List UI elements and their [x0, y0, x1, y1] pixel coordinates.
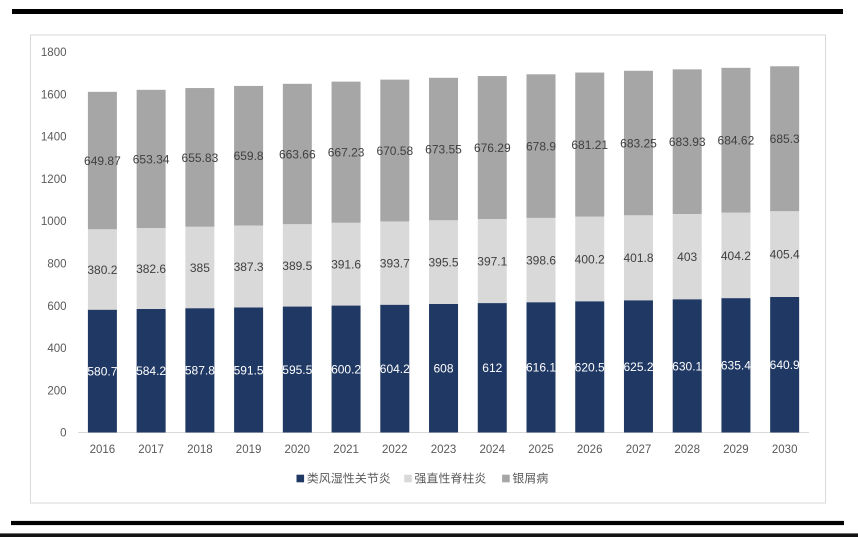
svg-text:1600: 1600 — [41, 89, 67, 101]
svg-text:635.4: 635.4 — [721, 359, 751, 373]
svg-text:401.8: 401.8 — [623, 251, 653, 265]
svg-text:595.5: 595.5 — [282, 363, 312, 377]
svg-text:580.7: 580.7 — [87, 365, 117, 379]
svg-text:2029: 2029 — [723, 444, 749, 456]
svg-text:630.1: 630.1 — [672, 359, 702, 373]
svg-text:684.62: 684.62 — [718, 134, 755, 148]
svg-text:640.9: 640.9 — [770, 358, 800, 372]
svg-text:683.93: 683.93 — [669, 135, 706, 149]
svg-text:2027: 2027 — [626, 444, 652, 456]
svg-text:663.66: 663.66 — [279, 147, 316, 161]
svg-text:683.25: 683.25 — [620, 136, 657, 150]
svg-text:1200: 1200 — [41, 174, 67, 186]
svg-text:673.55: 673.55 — [425, 142, 462, 156]
svg-text:387.3: 387.3 — [234, 260, 264, 274]
svg-text:616.1: 616.1 — [526, 361, 556, 375]
svg-text:676.29: 676.29 — [474, 141, 511, 155]
svg-text:397.1: 397.1 — [477, 255, 507, 269]
svg-text:2026: 2026 — [577, 444, 603, 456]
svg-text:667.23: 667.23 — [328, 146, 365, 160]
svg-text:649.87: 649.87 — [84, 154, 121, 168]
svg-text:2025: 2025 — [528, 444, 554, 456]
svg-text:404.2: 404.2 — [721, 249, 751, 263]
svg-text:625.2: 625.2 — [623, 360, 653, 374]
svg-text:2021: 2021 — [333, 444, 359, 456]
svg-text:1800: 1800 — [41, 47, 67, 59]
svg-text:608: 608 — [433, 362, 453, 376]
svg-text:2028: 2028 — [674, 444, 700, 456]
svg-text:655.83: 655.83 — [182, 151, 219, 165]
svg-text:653.34: 653.34 — [133, 152, 170, 166]
svg-text:382.6: 382.6 — [136, 262, 166, 276]
svg-text:584.2: 584.2 — [136, 364, 166, 378]
svg-text:600: 600 — [47, 301, 66, 313]
svg-text:2019: 2019 — [236, 444, 262, 456]
svg-text:398.6: 398.6 — [526, 253, 556, 267]
svg-text:2030: 2030 — [772, 444, 798, 456]
svg-text:405.4: 405.4 — [770, 248, 800, 262]
svg-text:389.5: 389.5 — [282, 259, 312, 273]
svg-text:400: 400 — [47, 343, 66, 355]
svg-text:620.5: 620.5 — [575, 360, 605, 374]
svg-text:587.8: 587.8 — [185, 364, 215, 378]
svg-text:659.8: 659.8 — [234, 149, 264, 163]
svg-text:200: 200 — [47, 385, 66, 397]
svg-text:393.7: 393.7 — [380, 257, 410, 271]
svg-text:0: 0 — [60, 428, 66, 440]
svg-text:685.3: 685.3 — [770, 132, 800, 146]
svg-text:600.2: 600.2 — [331, 362, 361, 376]
svg-text:2022: 2022 — [382, 444, 408, 456]
svg-text:2018: 2018 — [187, 444, 213, 456]
svg-text:678.9: 678.9 — [526, 140, 556, 154]
svg-text:385: 385 — [190, 261, 210, 275]
svg-text:681.21: 681.21 — [571, 138, 608, 152]
svg-text:800: 800 — [47, 259, 66, 271]
svg-text:2016: 2016 — [90, 444, 116, 456]
svg-text:2023: 2023 — [431, 444, 457, 456]
svg-text:604.2: 604.2 — [380, 362, 410, 376]
svg-text:2024: 2024 — [480, 444, 506, 456]
svg-text:2020: 2020 — [285, 444, 311, 456]
svg-text:395.5: 395.5 — [428, 256, 458, 270]
svg-text:591.5: 591.5 — [234, 363, 264, 377]
svg-text:403: 403 — [677, 250, 697, 264]
svg-text:1400: 1400 — [41, 132, 67, 144]
svg-text:2017: 2017 — [138, 444, 164, 456]
svg-text:400.2: 400.2 — [575, 252, 605, 266]
svg-text:670.58: 670.58 — [376, 144, 413, 158]
svg-text:380.2: 380.2 — [87, 263, 117, 277]
svg-text:1000: 1000 — [41, 216, 67, 228]
svg-text:391.6: 391.6 — [331, 258, 361, 272]
svg-text:612: 612 — [482, 361, 502, 375]
